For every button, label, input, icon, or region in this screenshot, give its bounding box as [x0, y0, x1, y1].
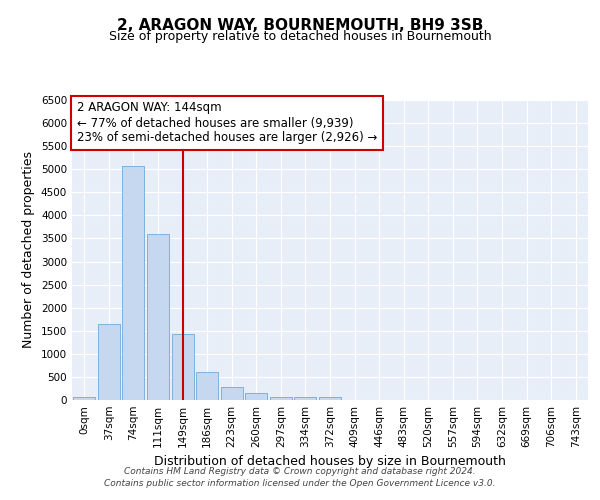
Bar [245, 394, 268, 400]
Bar [73, 397, 95, 400]
Bar [196, 372, 218, 400]
Bar [221, 386, 243, 400]
Text: Contains HM Land Registry data © Crown copyright and database right 2024.
Contai: Contains HM Land Registry data © Crown c… [104, 466, 496, 487]
Text: 2 ARAGON WAY: 144sqm
← 77% of detached houses are smaller (9,939)
23% of semi-de: 2 ARAGON WAY: 144sqm ← 77% of detached h… [77, 102, 377, 144]
Bar [172, 334, 194, 400]
Bar [98, 324, 120, 400]
Bar [122, 166, 145, 400]
Bar [295, 398, 316, 400]
Bar [319, 397, 341, 400]
Bar [270, 397, 292, 400]
Bar [147, 234, 169, 400]
Text: 2, ARAGON WAY, BOURNEMOUTH, BH9 3SB: 2, ARAGON WAY, BOURNEMOUTH, BH9 3SB [117, 18, 483, 32]
Y-axis label: Number of detached properties: Number of detached properties [22, 152, 35, 348]
Text: Size of property relative to detached houses in Bournemouth: Size of property relative to detached ho… [109, 30, 491, 43]
X-axis label: Distribution of detached houses by size in Bournemouth: Distribution of detached houses by size … [154, 456, 506, 468]
